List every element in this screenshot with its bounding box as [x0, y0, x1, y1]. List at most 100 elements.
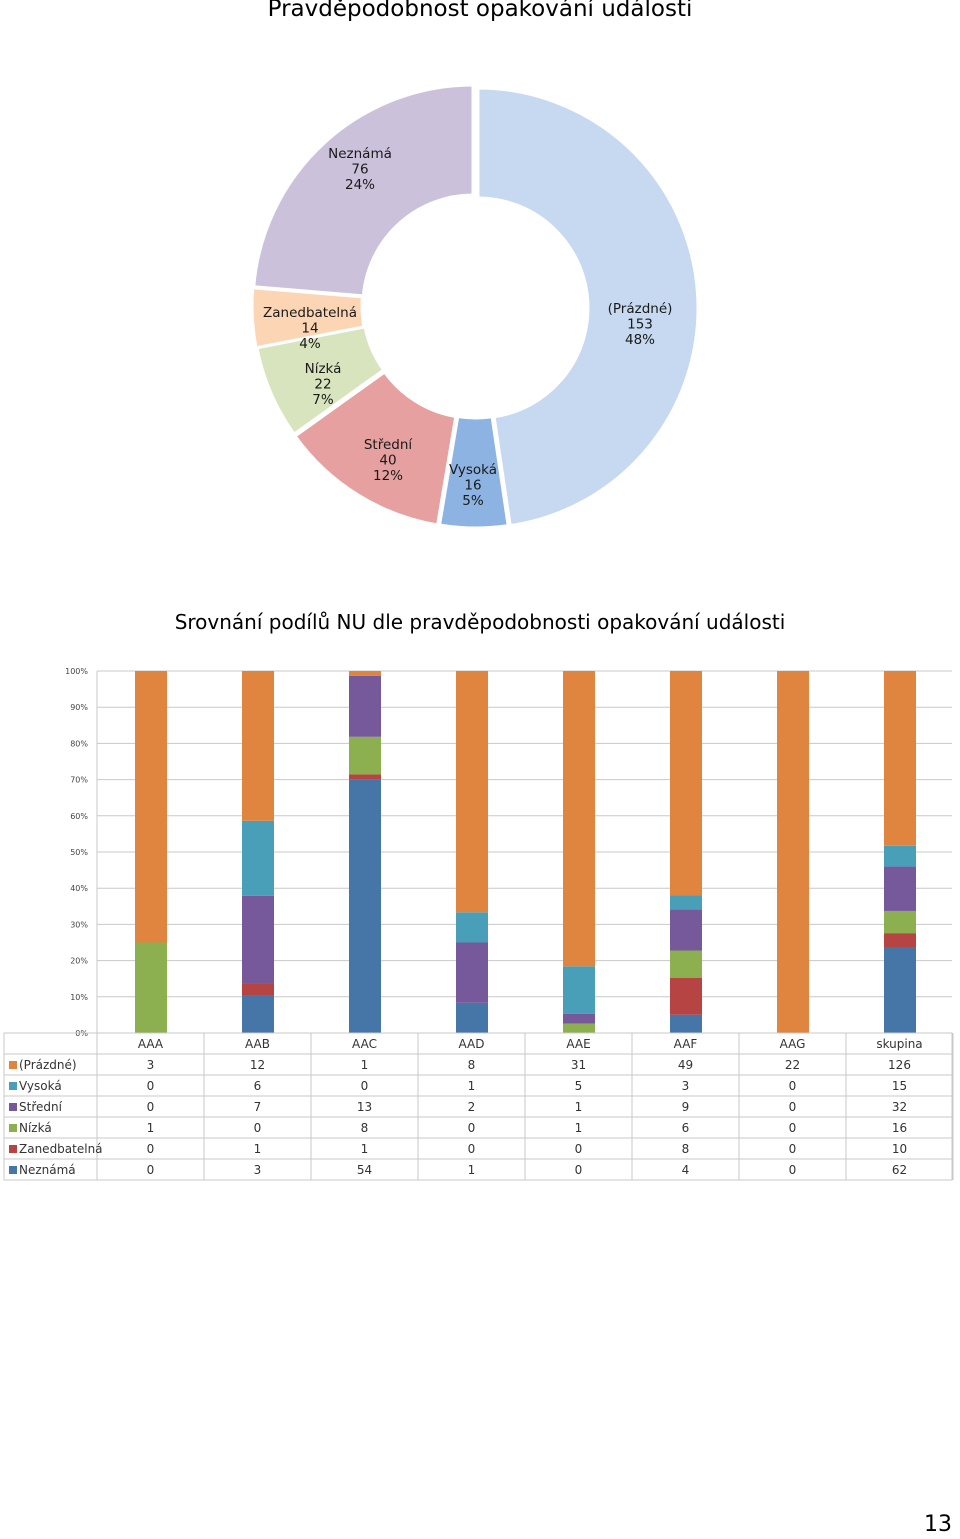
pie-slice-label: 14 — [301, 321, 318, 337]
y-tick-label: 50% — [70, 848, 88, 857]
bar-segment — [884, 947, 916, 1033]
bar-segment — [242, 983, 274, 996]
pie-slice — [437, 414, 510, 530]
bar-segment — [777, 671, 809, 1033]
bar-segment — [349, 774, 381, 780]
bar-segment — [884, 866, 916, 911]
bar-segment — [242, 895, 274, 984]
pie-slice-label: Zanedbatelná — [263, 305, 357, 321]
table-cell-value: 4 — [682, 1163, 690, 1177]
table-cell-value: 0 — [789, 1142, 797, 1156]
table-cell-value: 8 — [682, 1142, 690, 1156]
pie-slice-group — [293, 369, 458, 527]
table-cell-value: 0 — [147, 1142, 155, 1156]
y-tick-label: 20% — [70, 957, 88, 966]
table-cell-value: 8 — [361, 1121, 369, 1135]
table-cell-value: 3 — [147, 1058, 155, 1072]
table-cell-value: 8 — [468, 1058, 476, 1072]
pie-slice-label: 12% — [373, 468, 403, 484]
table-cell-value: 9 — [682, 1100, 690, 1114]
table-cell-value: 0 — [147, 1163, 155, 1177]
table-cell-value: 32 — [892, 1100, 907, 1114]
table-cell-value: 16 — [892, 1121, 907, 1135]
pie-slice-label: 76 — [351, 162, 368, 178]
table-cell-value: 1 — [468, 1163, 476, 1177]
bar-chart-title: Srovnání podílů NU dle pravděpodobnosti … — [174, 610, 786, 634]
table-cell-value: 1 — [254, 1142, 262, 1156]
pie-slice-label: Střední — [364, 437, 414, 453]
pie-slice-group — [437, 414, 510, 530]
legend-label: Neznámá — [19, 1163, 76, 1177]
table-cell-value: 0 — [468, 1121, 476, 1135]
bar-segment — [349, 675, 381, 737]
x-category-label: AAF — [674, 1037, 698, 1051]
table-cell-value: 12 — [250, 1058, 265, 1072]
legend-swatch — [9, 1061, 17, 1069]
table-cell-value: 0 — [789, 1079, 797, 1093]
pie-slice-label: (Prázdné) — [608, 301, 673, 317]
table-cell-value: 49 — [678, 1058, 693, 1072]
data-table-border — [3, 1032, 953, 1181]
pie-slice-group — [476, 86, 700, 528]
table-cell-value: 1 — [575, 1121, 583, 1135]
pie-slice-label: 22 — [314, 377, 331, 393]
pie-slice — [293, 369, 458, 527]
bar-segment — [670, 978, 702, 1015]
bar-segment — [242, 995, 274, 1033]
table-cell-value: 54 — [357, 1163, 372, 1177]
bar-segment — [456, 942, 488, 1003]
bar-segment — [456, 671, 488, 913]
table-cell-value: 1 — [361, 1058, 369, 1072]
bar-segment — [670, 1014, 702, 1033]
x-category-label: AAD — [459, 1037, 485, 1051]
legend-label: Zanedbatelná — [19, 1142, 103, 1156]
bar-segment — [349, 779, 381, 1033]
table-cell-value: 1 — [575, 1100, 583, 1114]
table-cell-value: 6 — [254, 1079, 262, 1093]
table-cell-value: 22 — [785, 1058, 800, 1072]
bar-segment — [563, 671, 595, 967]
bar-segment — [349, 671, 381, 676]
table-cell-value: 0 — [789, 1121, 797, 1135]
table-cell-value: 0 — [147, 1079, 155, 1093]
table-cell-value: 0 — [254, 1121, 262, 1135]
pie-slice-label: 24% — [345, 177, 375, 193]
pie-slice-label: 48% — [625, 332, 655, 348]
table-cell-value: 1 — [147, 1121, 155, 1135]
table-cell-value: 126 — [888, 1058, 911, 1072]
legend-label: Nízká — [19, 1121, 52, 1135]
bar-segment — [670, 909, 702, 951]
pie-slice-label: 5% — [462, 493, 484, 509]
table-cell-value: 2 — [468, 1100, 476, 1114]
y-tick-label: 70% — [70, 776, 88, 785]
y-tick-label: 40% — [70, 884, 88, 893]
table-cell-value: 13 — [357, 1100, 372, 1114]
bar-segment — [884, 933, 916, 948]
bar-segment — [242, 671, 274, 821]
legend-label: (Prázdné) — [19, 1058, 77, 1072]
bar-segment — [563, 1023, 595, 1033]
bar-segment — [884, 845, 916, 867]
bar-segment — [563, 966, 595, 1014]
x-category-label: skupina — [876, 1037, 922, 1051]
y-tick-label: 10% — [70, 993, 88, 1002]
pie-slice-label: 153 — [627, 317, 653, 333]
legend-swatch — [9, 1166, 17, 1174]
table-cell-value: 1 — [468, 1079, 476, 1093]
table-cell-value: 6 — [682, 1121, 690, 1135]
page-number: 13 — [924, 1512, 952, 1537]
table-cell-value: 62 — [892, 1163, 907, 1177]
bar-segment — [563, 1013, 595, 1024]
table-cell-value: 3 — [254, 1163, 262, 1177]
pie-slice-label: 16 — [464, 478, 481, 494]
table-cell-value: 7 — [254, 1100, 262, 1114]
table-cell-value: 0 — [468, 1142, 476, 1156]
pie-chart-title: Pravděpodobnost opakování události — [267, 0, 693, 22]
legend-label: Vysoká — [19, 1079, 62, 1093]
bar-segment — [456, 912, 488, 943]
table-cell-value: 0 — [789, 1163, 797, 1177]
y-tick-label: 30% — [70, 920, 88, 929]
pie-slice-label: Nízká — [305, 361, 342, 377]
table-cell-value: 0 — [361, 1079, 369, 1093]
